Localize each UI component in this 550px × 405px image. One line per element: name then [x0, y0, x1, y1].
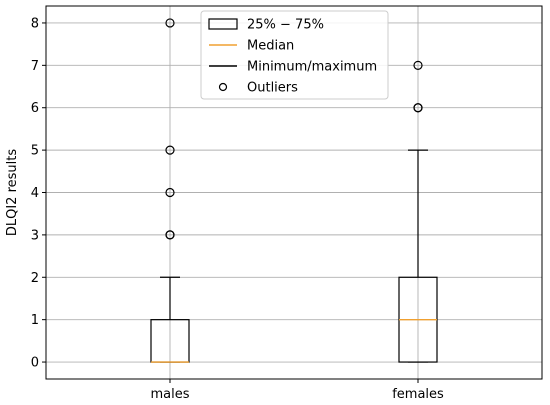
legend-label: Outliers — [247, 81, 298, 96]
y-tick-label: 0 — [31, 356, 39, 371]
y-tick-label: 5 — [31, 144, 39, 159]
legend: 25% − 75% Median Minimum/maximum Outliers — [200, 10, 389, 100]
legend-item: Median — [209, 39, 294, 54]
y-tick-label: 4 — [31, 186, 39, 201]
outlier-point — [413, 103, 423, 113]
outlier-point — [413, 60, 423, 70]
box-females — [398, 60, 438, 363]
y-tick-label: 1 — [31, 313, 39, 328]
legend-item: Outliers — [218, 81, 298, 96]
y-tick-label: 8 — [31, 16, 39, 31]
x-tick-label: females — [392, 387, 444, 402]
legend-box-swatch — [208, 18, 238, 30]
y-axis-label: DLQI2 results — [5, 149, 20, 237]
legend-label: 25% − 75% — [247, 18, 324, 33]
outlier-point — [165, 145, 175, 155]
x-tick-label: males — [150, 387, 189, 402]
y-axis: 0 1 2 3 4 5 6 7 8 — [31, 16, 46, 371]
legend-frame — [200, 10, 389, 100]
legend-item: 25% − 75% — [208, 18, 324, 33]
legend-outlier-swatch — [218, 82, 228, 92]
legend-label: Median — [247, 39, 294, 54]
outlier-point — [165, 187, 175, 198]
box-plots — [150, 18, 438, 363]
box-males — [150, 18, 190, 363]
outlier-point — [165, 230, 175, 240]
y-tick-label: 3 — [31, 228, 39, 243]
legend-item: Minimum/maximum — [209, 60, 377, 75]
x-axis: males females — [150, 379, 444, 402]
legend-label: Minimum/maximum — [247, 60, 377, 75]
y-tick-label: 6 — [31, 101, 39, 116]
y-tick-label: 2 — [31, 271, 39, 286]
outlier-point — [165, 18, 175, 28]
y-tick-label: 7 — [31, 59, 39, 74]
